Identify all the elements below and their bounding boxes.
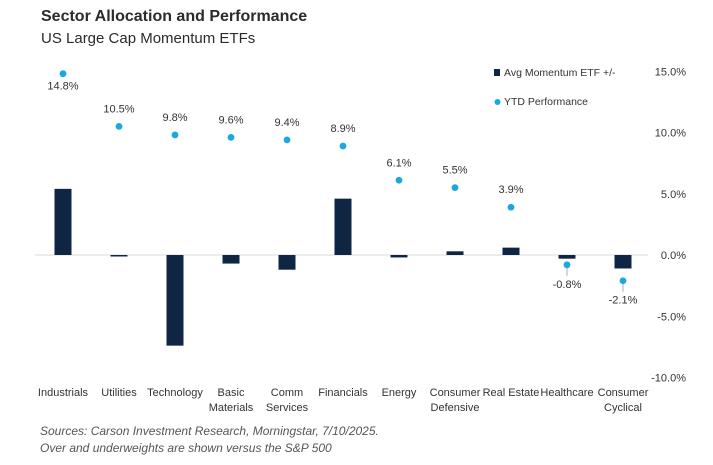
legend-bar-label: Avg Momentum ETF +/- bbox=[504, 67, 616, 79]
bar-mark bbox=[166, 255, 184, 346]
ytd-dot bbox=[507, 203, 515, 211]
bar-mark bbox=[614, 255, 632, 269]
bar-mark bbox=[390, 255, 408, 258]
bar-mark bbox=[278, 255, 296, 270]
category-label: Services bbox=[266, 402, 309, 414]
ytd-data-label: 9.6% bbox=[218, 114, 243, 126]
ytd-dot bbox=[283, 136, 291, 144]
bar-mark bbox=[558, 255, 576, 259]
ytd-data-label: 14.8% bbox=[47, 81, 78, 93]
ytd-data-label: -0.8% bbox=[553, 279, 582, 291]
y-tick-label: 5.0% bbox=[661, 189, 686, 201]
category-label: Comm bbox=[271, 387, 303, 399]
category-label: Consumer bbox=[430, 387, 481, 399]
category-label: Healthcare bbox=[540, 387, 593, 399]
ytd-dot bbox=[451, 184, 459, 192]
category-label: Basic bbox=[218, 387, 245, 399]
y-tick-label: -5.0% bbox=[657, 311, 686, 323]
legend-dot-swatch bbox=[494, 99, 501, 105]
category-label: Real Estate bbox=[483, 387, 540, 399]
ytd-data-label: 5.5% bbox=[442, 165, 467, 177]
ytd-data-label: 9.8% bbox=[162, 112, 187, 124]
category-label: Technology bbox=[147, 387, 203, 399]
legend-bar-swatch bbox=[494, 69, 500, 76]
ytd-dot bbox=[171, 131, 179, 139]
ytd-dot bbox=[619, 277, 627, 285]
category-label: Energy bbox=[382, 387, 417, 399]
bar-mark bbox=[110, 255, 128, 257]
chart-subtitle: US Large Cap Momentum ETFs bbox=[41, 30, 256, 47]
ytd-dot bbox=[59, 70, 67, 78]
bar-mark bbox=[54, 188, 72, 255]
ytd-dot bbox=[563, 261, 571, 269]
ytd-dot bbox=[395, 176, 403, 184]
ytd-data-label: 6.1% bbox=[386, 157, 411, 169]
y-tick-label: 0.0% bbox=[661, 250, 686, 262]
ytd-dot bbox=[115, 122, 123, 130]
y-tick-label: -10.0% bbox=[651, 373, 686, 385]
bar-mark bbox=[222, 255, 240, 264]
category-label: Defensive bbox=[431, 402, 480, 414]
ytd-data-label: 10.5% bbox=[103, 103, 134, 115]
chart-title: Sector Allocation and Performance bbox=[41, 8, 308, 25]
bar-mark bbox=[502, 247, 520, 255]
footnote-note: Over and underweights are shown versus t… bbox=[40, 441, 332, 455]
ytd-data-label: 3.9% bbox=[498, 184, 523, 196]
ytd-dot bbox=[339, 142, 347, 150]
bar-mark bbox=[334, 198, 352, 255]
y-tick-label: 10.0% bbox=[655, 128, 686, 140]
category-label: Utilities bbox=[101, 387, 137, 399]
footnote-sources: Sources: Carson Investment Research, Mor… bbox=[40, 424, 379, 438]
ytd-data-label: 8.9% bbox=[330, 123, 355, 135]
y-tick-label: 15.0% bbox=[655, 66, 686, 78]
category-label: Materials bbox=[209, 402, 254, 414]
legend-dot-label: YTD Performance bbox=[504, 96, 588, 108]
category-label: Consumer bbox=[598, 387, 649, 399]
category-label: Industrials bbox=[38, 387, 89, 399]
category-label: Cyclical bbox=[604, 402, 642, 414]
ytd-dot bbox=[227, 134, 235, 141]
ytd-data-label: -2.1% bbox=[609, 295, 638, 307]
ytd-data-label: 9.4% bbox=[274, 117, 299, 129]
bar-mark bbox=[446, 251, 464, 255]
category-label: Financials bbox=[318, 387, 368, 399]
